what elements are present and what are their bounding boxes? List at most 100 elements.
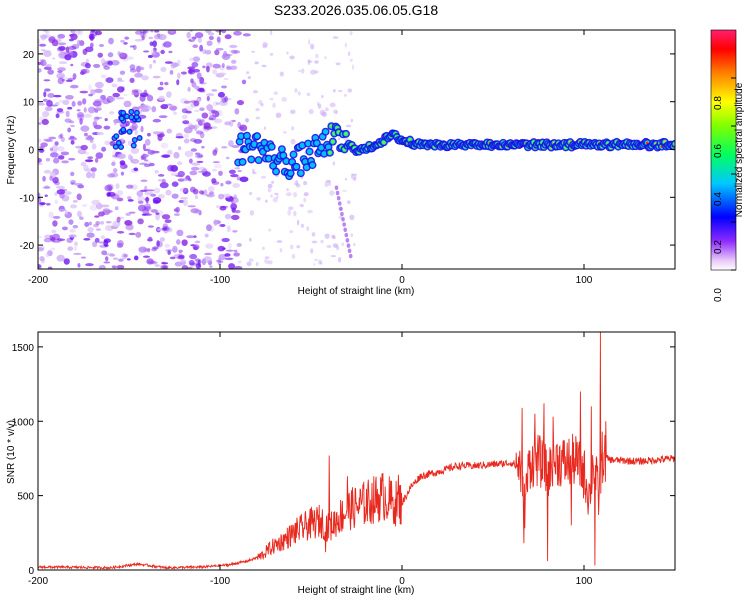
spectrogram-blob (252, 90, 258, 94)
spectrogram-blob (338, 89, 343, 93)
spectrogram-blob (221, 30, 227, 34)
spectrogram-blob (187, 66, 196, 70)
spectrogram-blob (86, 232, 95, 238)
spectrogram-blob (101, 58, 106, 65)
spectrogram-blob (166, 128, 173, 134)
spectrogram-ylabel: Frequency (Hz) (6, 116, 17, 185)
spectrogram-blob (237, 139, 243, 145)
spectrogram-blob (116, 79, 125, 83)
spectrogram-blob (103, 65, 111, 70)
spectrogram-blob (80, 144, 88, 151)
spectrogram-blob (61, 194, 70, 202)
spectrogram-blob (353, 176, 356, 182)
spectrogram-blob (189, 253, 198, 260)
spectrogram-blob (60, 136, 65, 143)
spectrogram-blob (187, 87, 191, 92)
spectrogram-blob (177, 72, 181, 79)
spectrogram-blob (157, 194, 165, 199)
spectrogram-blob (295, 180, 299, 184)
spectrogram-blob (193, 246, 199, 251)
spectrogram-blob (195, 125, 200, 129)
spectrogram-blob (269, 144, 275, 150)
spectrogram-blob (190, 208, 200, 214)
spectrogram-blob (107, 60, 113, 66)
spectrogram-blob (289, 159, 295, 165)
spectrogram-blob (213, 118, 223, 124)
spectrogram-blob (239, 159, 246, 165)
spectrogram-blob (219, 65, 225, 71)
spectrogram-blob (188, 158, 193, 164)
spectrogram-blob (408, 137, 412, 142)
spectrogram-blob (93, 223, 99, 228)
spectrogram-blob (205, 93, 215, 97)
spectrogram-blob (166, 227, 173, 233)
y-tick-label: 0 (28, 566, 34, 577)
spectrogram-blob (340, 211, 344, 217)
spectrogram-blob (38, 122, 42, 125)
spectrogram-blob (205, 194, 214, 197)
spectrogram-blob (190, 78, 194, 84)
spectrogram-blob (348, 253, 353, 259)
spectrogram-blob (291, 253, 296, 259)
spectrogram-blob (248, 258, 254, 262)
spectrogram-blob (48, 211, 54, 219)
spectrogram-blob (39, 43, 47, 47)
spectrogram-blob (46, 249, 51, 257)
spectrogram-blob (267, 183, 273, 189)
spectrogram-blob (318, 145, 324, 151)
spectrogram-blob (303, 197, 307, 203)
spectrogram-blob (276, 194, 279, 199)
x-tick-label: -200 (28, 275, 48, 286)
spectrogram-blob (91, 143, 97, 150)
spectrogram-blob (77, 263, 81, 268)
spectrogram-blob (154, 264, 160, 267)
spectrogram-blob (72, 200, 78, 203)
spectrogram-blob (100, 94, 106, 100)
spectrogram-blob (221, 146, 228, 149)
spectrogram-blob (314, 258, 319, 261)
spectrogram-blob (68, 45, 77, 51)
spectrogram-blob (58, 42, 67, 46)
spectrogram-blob (104, 140, 111, 146)
spectrogram-blob (150, 150, 160, 154)
spectrogram-blob (190, 166, 200, 171)
spectrogram-blob (124, 36, 130, 40)
spectrogram-blob (137, 195, 145, 203)
spectrogram-blob (54, 192, 58, 196)
spectrogram-blob (313, 263, 316, 266)
spectrogram-blob (224, 213, 232, 220)
spectrogram-blob (181, 265, 189, 269)
spectrogram-blob (332, 109, 338, 114)
spectrogram-blob (198, 190, 205, 195)
spectrogram-blob (94, 157, 99, 163)
spectrogram-blob (144, 191, 150, 196)
spectrogram-blob (59, 188, 68, 192)
spectrogram-blob (152, 118, 161, 123)
spectrogram-blob (115, 96, 125, 100)
spectrogram-blob (63, 258, 70, 265)
spectrogram-blob (149, 63, 153, 69)
spectrogram-blob (55, 185, 65, 190)
spectrogram-blob (227, 242, 232, 250)
spectrogram-blob (163, 41, 172, 48)
spectrogram-blob (130, 158, 140, 164)
spectrogram-blob (49, 175, 53, 181)
spectrogram-blob (230, 173, 239, 178)
spectrogram-blob (181, 239, 188, 246)
colorbar: 0.0 0.2 0.4 0.6 0.8 Normalized spectral ampl… (710, 29, 745, 302)
spectrogram-blob (286, 51, 289, 55)
spectrogram-blob (187, 205, 196, 208)
spectrogram-blob (300, 68, 305, 74)
spectrogram-blob (342, 222, 346, 227)
spectrogram-blob (102, 208, 110, 211)
spectrogram-blob (76, 109, 81, 112)
spectrogram-blob (193, 109, 200, 112)
spectrogram-blob (311, 240, 318, 244)
spectrogram-blob (142, 255, 150, 258)
spectrogram-blob (64, 211, 68, 215)
spectrogram-blob (328, 150, 332, 155)
spectrogram-blob (343, 227, 348, 233)
spectrogram-blob (182, 120, 190, 125)
spectrogram-blob (117, 77, 123, 81)
spectrogram-blob (159, 237, 165, 242)
